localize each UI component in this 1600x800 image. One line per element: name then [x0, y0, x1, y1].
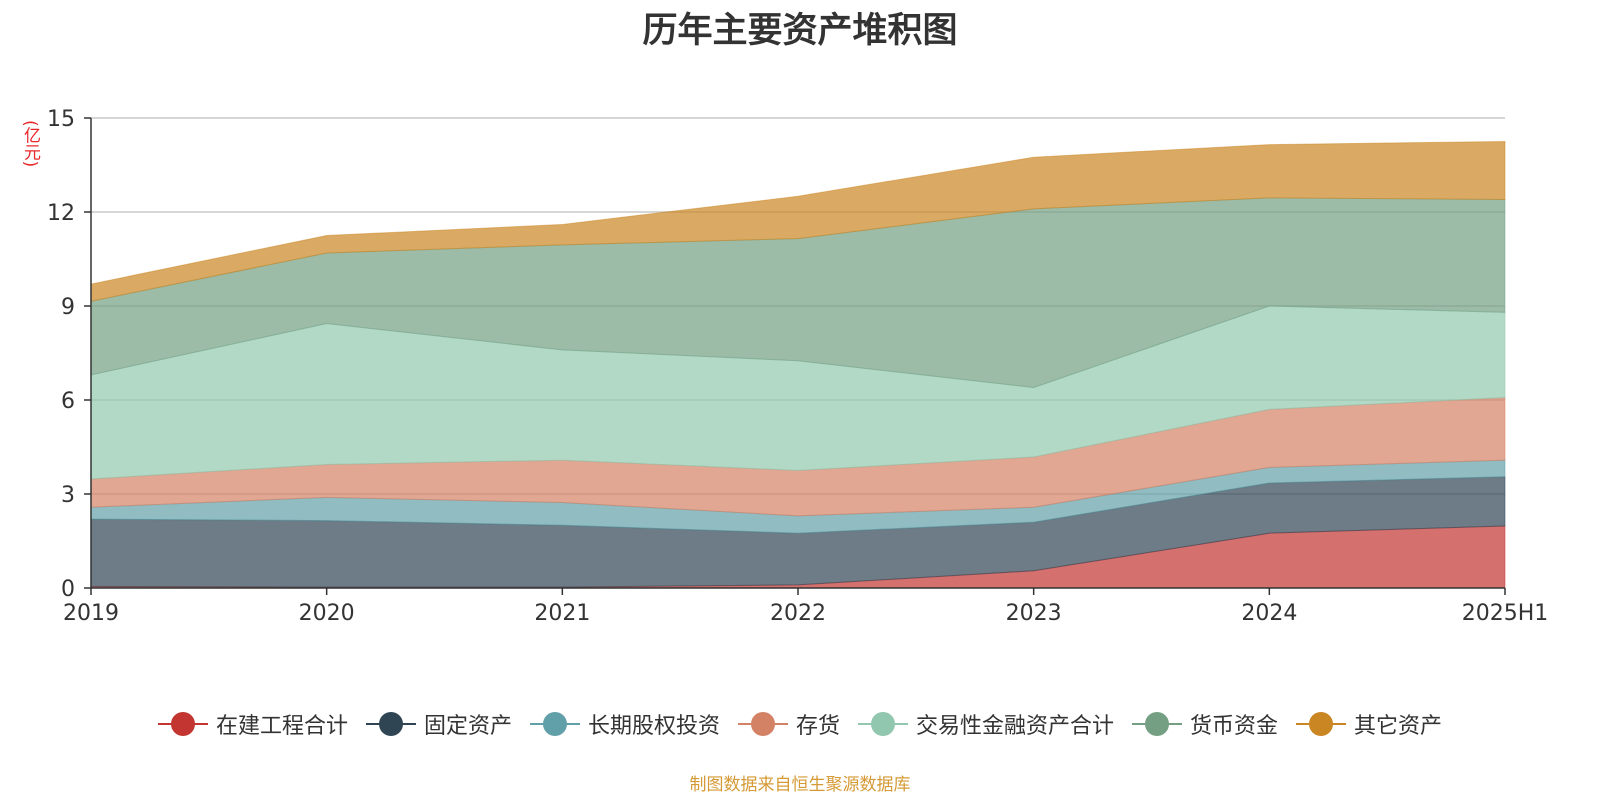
- legend-marker-icon: [529, 711, 580, 737]
- legend-marker-icon: [1132, 711, 1183, 737]
- y-tick-label-12: 12: [47, 201, 75, 226]
- y-tick-label-15: 15: [47, 107, 75, 132]
- x-tick-label-2019: 2019: [63, 601, 119, 626]
- stacked-area-chart: 0 3 6 9 12 15 2019 2020 2021 2022 2023 2024 2025H1: [47, 107, 1548, 626]
- legend-item-4[interactable]: 交易性金融资产合计: [858, 708, 1114, 740]
- chart-title: 历年主要资产堆积图: [642, 11, 958, 51]
- x-tick-label-2025H1: 2025H1: [1462, 601, 1549, 626]
- legend-label: 长期股权投资: [587, 714, 720, 739]
- x-tick-label-2021: 2021: [534, 601, 590, 626]
- x-tick-label-2023: 2023: [1006, 601, 1062, 626]
- legend-item-0[interactable]: 在建工程合计: [157, 708, 348, 740]
- area-series: [90, 140, 1506, 589]
- legend-item-6[interactable]: 其它资产: [1296, 708, 1442, 740]
- x-tick-label-2024: 2024: [1241, 601, 1297, 626]
- legend-label: 在建工程合计: [215, 714, 348, 739]
- area-series-6[interactable]: [90, 140, 1506, 302]
- legend: 在建工程合计 固定资产 长期股权投资 存货 交易性金融资产合计 货币资金 其它资产: [0, 708, 1600, 740]
- legend-item-2[interactable]: 长期股权投资: [529, 708, 720, 740]
- legend-label: 固定资产: [423, 714, 512, 739]
- legend-label: 其它资产: [1354, 714, 1443, 739]
- legend-marker-icon: [737, 711, 788, 737]
- source-note: 制图数据来自恒生聚源数据库: [689, 775, 911, 795]
- legend-item-1[interactable]: 固定资产: [365, 708, 512, 740]
- axes: 0 3 6 9 12 15 2019 2020 2021 2022 2023 2024 2025H1: [47, 107, 1548, 626]
- legend-marker-icon: [858, 711, 908, 737]
- x-tick-label-2020: 2020: [299, 601, 355, 626]
- legend-label: 货币资金: [1190, 714, 1279, 739]
- y-axis-unit: (亿元): [20, 120, 40, 168]
- legend-label: 交易性金融资产合计: [916, 714, 1115, 739]
- x-tick-label-2022: 2022: [770, 601, 826, 626]
- y-tick-label-0: 0: [61, 577, 75, 602]
- legend-item-5[interactable]: 货币资金: [1132, 708, 1278, 740]
- legend-marker-icon: [365, 711, 416, 737]
- y-tick-label-3: 3: [61, 483, 75, 508]
- y-tick-label-6: 6: [61, 389, 75, 414]
- legend-label: 存货: [795, 714, 840, 739]
- legend-marker-icon: [157, 711, 208, 737]
- legend-marker-icon: [1296, 711, 1347, 737]
- legend-item-3[interactable]: 存货: [737, 708, 840, 740]
- y-tick-label-9: 9: [61, 295, 75, 320]
